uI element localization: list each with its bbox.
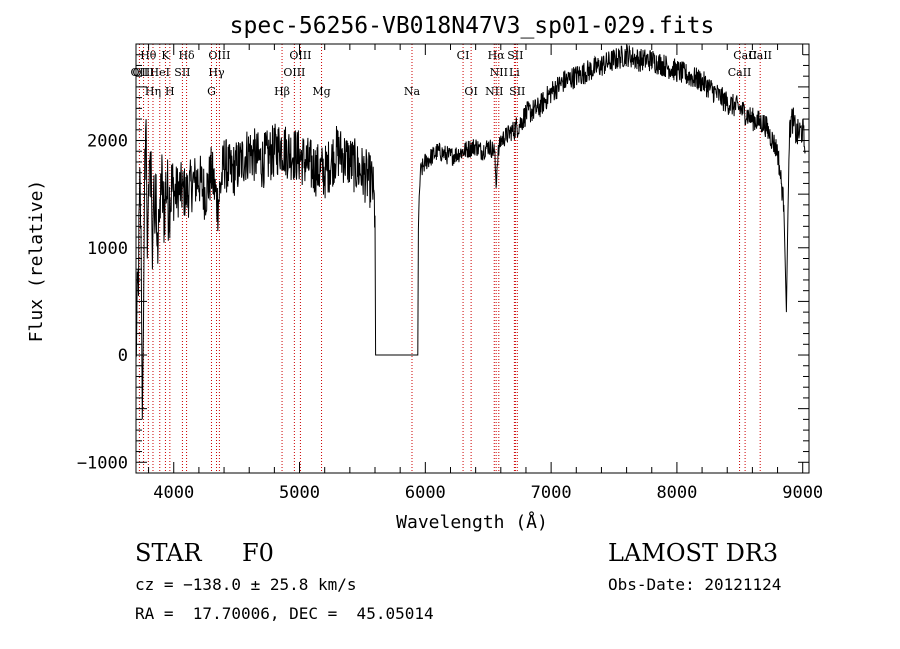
line-marker-label: Hβ <box>274 85 290 98</box>
line-marker-label: Hθ <box>140 49 157 62</box>
line-marker-label: HeI <box>150 66 170 79</box>
line-marker-label: Hα <box>488 49 506 62</box>
redshift-cz: cz = −138.0 ± 25.8 km/s <box>135 575 357 594</box>
object-class: STAR <box>135 539 202 567</box>
x-tick-label: 7000 <box>531 483 572 503</box>
coordinates: RA = 17.70006, DEC = 45.05014 <box>135 604 434 623</box>
line-marker-label: H <box>165 85 175 98</box>
observation-date: Obs-Date: 20121124 <box>608 575 782 594</box>
line-marker-label: Mg <box>312 85 330 98</box>
flux-series <box>135 44 806 420</box>
line-marker-label: SII <box>509 85 525 98</box>
line-marker-label: Na <box>404 85 421 98</box>
flux-line <box>135 44 806 420</box>
line-marker-label: NII <box>490 66 508 79</box>
axes: 4000 5000 6000 7000 8000 9000 −1000 0 1000 2000 <box>77 44 823 503</box>
x-tick-label: 5000 <box>279 483 320 503</box>
line-marker-label: Hδ <box>178 49 195 62</box>
x-tick-label: 8000 <box>656 483 697 503</box>
x-tick-label: 6000 <box>405 483 446 503</box>
line-marker-label: OIII <box>283 66 305 79</box>
y-tick-label: 2000 <box>87 132 128 152</box>
line-marker-label: K <box>161 49 170 62</box>
y-axis-label: Flux (relative) <box>26 180 47 343</box>
line-marker-label: CI <box>457 49 470 62</box>
y-tick-label: −1000 <box>77 453 128 473</box>
line-marker-label: NII <box>485 85 503 98</box>
chart-title: spec-56256-VB018N47V3_sp01-029.fits <box>230 13 715 39</box>
line-marker-label: OII <box>131 66 149 79</box>
spectrum-chart: spec-56256-VB018N47V3_sp01-029.fits Hθ K H… <box>26 13 823 533</box>
line-marker-label: G <box>207 85 216 98</box>
plot-frame <box>135 43 810 474</box>
x-tick-label: 9000 <box>782 483 823 503</box>
line-marker-label: OI <box>464 85 477 98</box>
survey-name: LAMOST DR3 <box>608 539 779 567</box>
x-tick-label: 4000 <box>153 483 194 503</box>
y-tick-label: 0 <box>118 346 128 366</box>
y-tick-label: 1000 <box>87 239 128 259</box>
line-marker-label: OIII <box>208 49 230 62</box>
x-axis-label: Wavelength (Å) <box>396 511 548 533</box>
line-marker-label: Hγ <box>208 66 225 79</box>
line-marker-label: CaII <box>728 66 752 79</box>
line-marker-label: CaII <box>733 49 757 62</box>
object-subclass: F0 <box>242 539 274 567</box>
line-marker-label: Hη <box>145 85 161 98</box>
line-marker-label: CaII <box>748 49 772 62</box>
line-marker-label: SII <box>174 66 190 79</box>
line-marker-label: Li <box>509 66 520 79</box>
line-marker-label: OIII <box>289 49 311 62</box>
line-marker-label: SII <box>507 49 523 62</box>
